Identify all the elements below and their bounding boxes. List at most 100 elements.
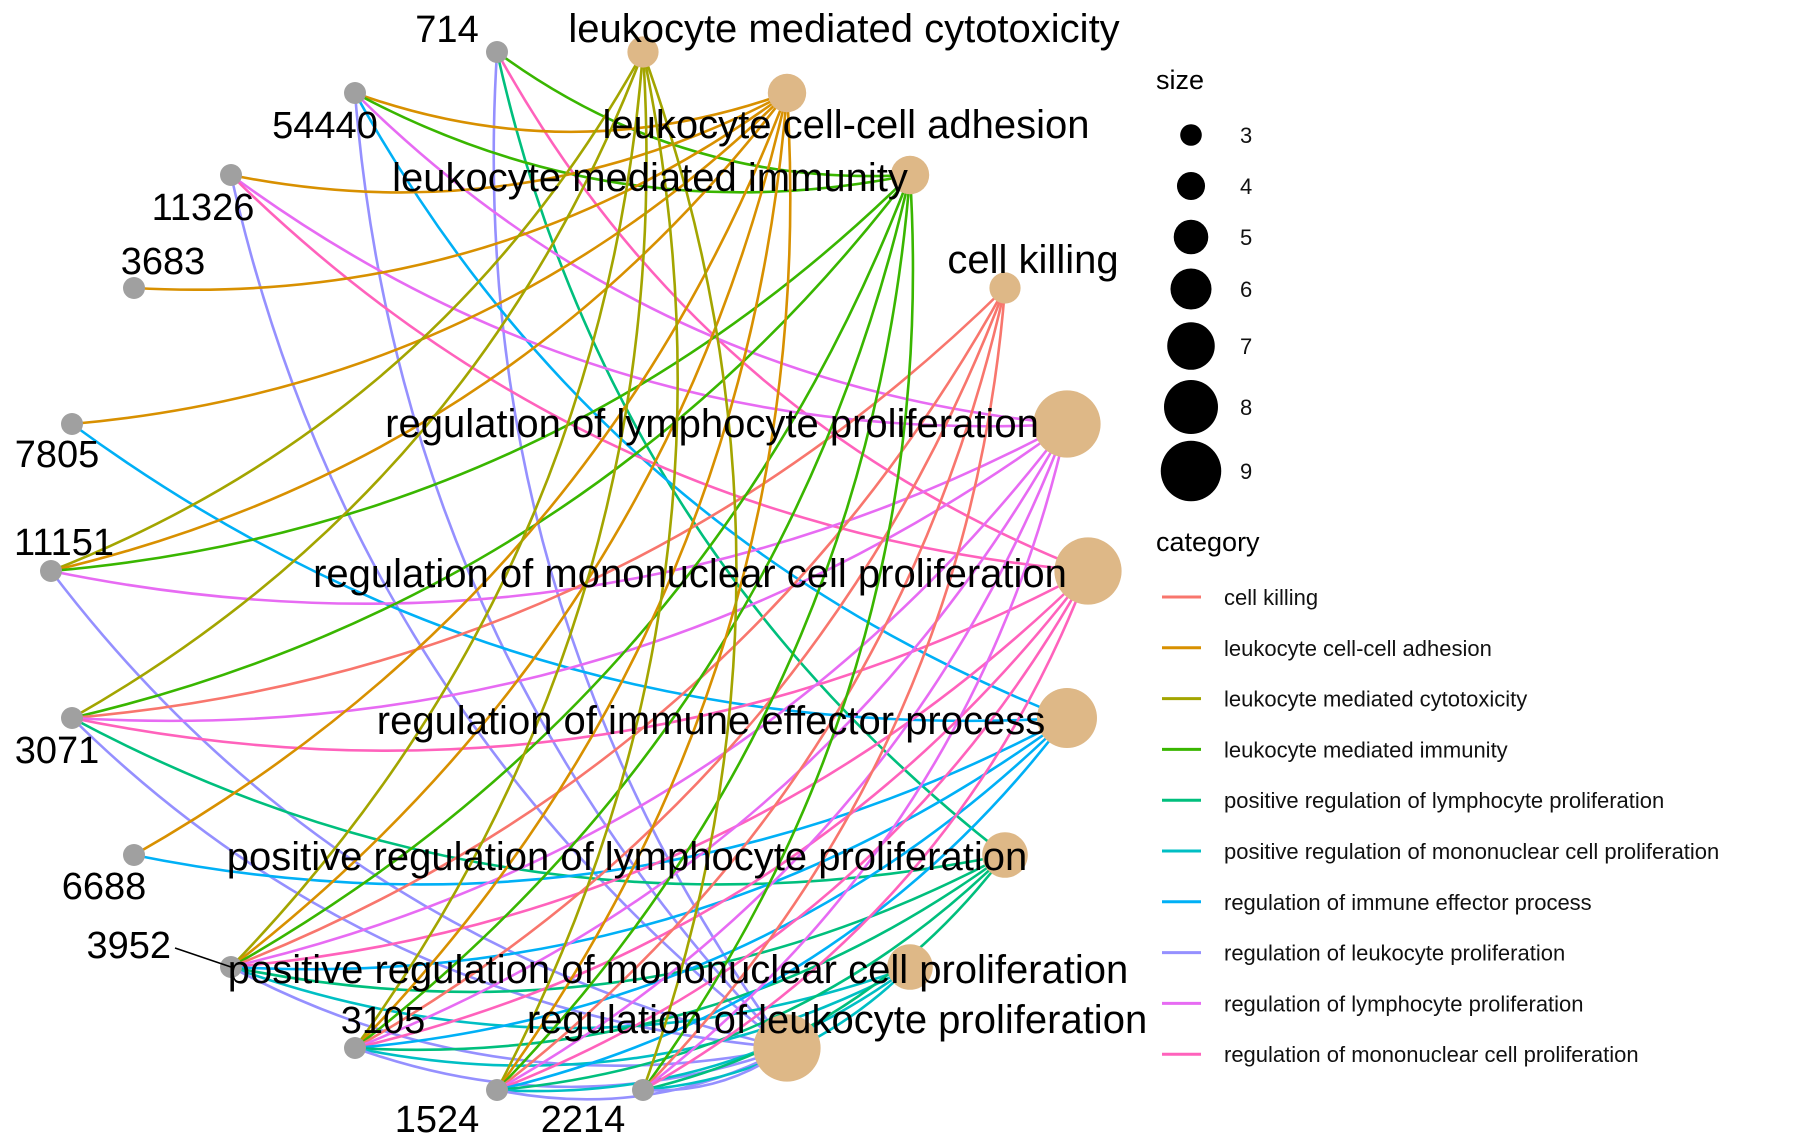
edge-2214-cell-killing (641, 286, 1007, 1092)
term-label-positive-regulation-of-mononuclear-cell-proliferation: positive regulation of mononuclear cell … (228, 948, 1129, 992)
edge-3683-leukocyte-cell-cell-adhesion (132, 91, 789, 291)
term-node-regulation-of-lymphocyte-proliferation (1033, 390, 1101, 458)
legend: size 3 4 5 6 7 8 9 category cell killing leukoc… (1156, 65, 1719, 1067)
edge-3952-regulation-of-mononuclear-cell-proliferation (229, 569, 1090, 969)
size-legend-dot-4 (1176, 171, 1206, 201)
edge-11151-leukocyte-mediated-immunity (49, 173, 912, 573)
category-legend-label-leukocyte-mediated-immunity: leukocyte mediated immunity (1224, 737, 1508, 762)
edge-3105-positive-regulation-of-mononuclear-cell-proliferation (353, 965, 912, 1067)
edge-2214-regulation-of-lymphocyte-proliferation (641, 422, 1069, 1092)
edge-3952-regulation-of-lymphocyte-proliferation (229, 422, 1069, 969)
edge-54440-regulation-of-leukocyte-proliferation (353, 91, 789, 1050)
size-legend-label-9: 9 (1240, 459, 1252, 484)
edge-2214-positive-regulation-of-lymphocyte-proliferation (641, 853, 1007, 1092)
gene-label-1524: 1524 (395, 1099, 480, 1141)
term-label-positive-regulation-of-lymphocyte-proliferation: positive regulation of lymphocyte prolif… (227, 835, 1027, 879)
gene-node-6688 (123, 844, 145, 866)
gene-node-714 (486, 41, 508, 63)
term-node-cell-killing (989, 272, 1021, 304)
edge-3105-regulation-of-immune-effector-process (353, 716, 1069, 1050)
size-legend-label-3: 3 (1240, 123, 1252, 148)
size-legend-dot-6 (1170, 268, 1212, 310)
edge-714-regulation-of-mononuclear-cell-proliferation (495, 50, 1090, 573)
size-legend-label-7: 7 (1240, 334, 1252, 359)
gene-node-1524 (486, 1079, 508, 1101)
size-legend-label-8: 8 (1240, 395, 1252, 420)
size-legend: 3 4 5 6 7 8 9 (1160, 123, 1252, 502)
edge-54440-leukocyte-cell-cell-adhesion (353, 91, 789, 134)
gene-node-11151 (40, 560, 62, 582)
term-node-regulation-of-mononuclear-cell-proliferation (1054, 537, 1122, 605)
edge-3952-regulation-of-immune-effector-process (229, 716, 1069, 971)
edge-1524-regulation-of-immune-effector-process (495, 716, 1069, 1092)
term-node-leukocyte-mediated-immunity (890, 155, 930, 195)
edge-6688-regulation-of-immune-effector-process (132, 716, 1069, 886)
edge-2214-leukocyte-mediated-cytotoxicity (641, 50, 738, 1092)
term-node-leukocyte-cell-cell-adhesion (767, 73, 807, 113)
term-label-leukocyte-mediated-immunity: leukocyte mediated immunity (392, 156, 908, 200)
category-legend-label-leukocyte-cell-cell-adhesion: leukocyte cell-cell adhesion (1224, 636, 1492, 661)
label-layer: leukocyte mediated cytotoxicity leukocyte… (14, 7, 1147, 1141)
size-legend-label-4: 4 (1240, 174, 1252, 199)
edge-1524-positive-regulation-of-mononuclear-cell-proliferation (495, 965, 912, 1093)
gene-label-3071: 3071 (15, 730, 100, 772)
gene-label-11326: 11326 (152, 187, 255, 229)
edge-1524-leukocyte-mediated-immunity (495, 173, 912, 1092)
category-legend-title: category (1156, 527, 1260, 557)
node-layer (40, 36, 1122, 1101)
edge-2214-leukocyte-mediated-immunity (641, 173, 915, 1092)
gene-label-7805: 7805 (15, 434, 100, 476)
edge-714-positive-regulation-of-lymphocyte-proliferation (495, 50, 1007, 857)
category-legend-label-positive-regulation-of-mononuclear-cell-proliferation: positive regulation of mononuclear cell … (1224, 839, 1719, 864)
gene-3952-leader-line (174, 947, 232, 968)
size-legend-dot-8 (1164, 380, 1218, 434)
edge-3952-leukocyte-mediated-immunity (229, 173, 912, 969)
edge-3071-regulation-of-lymphocyte-proliferation (70, 422, 1069, 723)
gene-node-7805 (61, 413, 83, 435)
edge-54440-leukocyte-mediated-immunity (353, 91, 912, 194)
size-legend-dot-7 (1167, 322, 1215, 370)
edge-1524-regulation-of-mononuclear-cell-proliferation (495, 569, 1090, 1092)
edge-54440-regulation-of-immune-effector-process (353, 91, 1069, 720)
gene-node-11326 (220, 164, 242, 186)
edge-3105-regulation-of-leukocyte-proliferation (353, 1046, 789, 1089)
category-legend-label-positive-regulation-of-lymphocyte-proliferation: positive regulation of lymphocyte prolif… (1224, 788, 1664, 813)
gene-label-11151: 11151 (14, 522, 114, 564)
edge-2214-regulation-of-mononuclear-cell-proliferation (641, 569, 1090, 1092)
term-label-cell-killing: cell killing (947, 238, 1118, 282)
term-node-positive-regulation-of-lymphocyte-proliferation (982, 832, 1028, 878)
edge-3105-regulation-of-mononuclear-cell-proliferation (353, 569, 1090, 1050)
edge-11326-regulation-of-lymphocyte-proliferation (229, 173, 1069, 428)
gene-label-3683: 3683 (121, 241, 206, 283)
category-legend-label-regulation-of-immune-effector-process: regulation of immune effector process (1224, 890, 1592, 915)
edge-1524-cell-killing (495, 286, 1007, 1092)
edge-3952-regulation-of-leukocyte-proliferation (229, 965, 789, 1067)
edge-7805-leukocyte-cell-cell-adhesion (70, 91, 789, 426)
size-legend-title: size (1156, 65, 1204, 95)
edge-3105-cell-killing (353, 286, 1007, 1050)
size-legend-label-6: 6 (1240, 277, 1252, 302)
term-node-leukocyte-mediated-cytotoxicity (627, 36, 659, 68)
gene-label-714: 714 (415, 9, 478, 51)
edge-1524-regulation-of-lymphocyte-proliferation (495, 422, 1069, 1092)
category-legend-label-regulation-of-leukocyte-proliferation: regulation of leukocyte proliferation (1224, 941, 1565, 966)
edge-3105-leukocyte-cell-cell-adhesion (353, 91, 789, 1050)
term-node-regulation-of-leukocyte-proliferation (753, 1014, 821, 1082)
term-label-regulation-of-immune-effector-process: regulation of immune effector process (377, 699, 1046, 743)
gene-node-3105 (344, 1037, 366, 1059)
term-label-regulation-of-leukocyte-proliferation: regulation of leukocyte proliferation (527, 998, 1147, 1042)
edge-3105-leukocyte-mediated-immunity (353, 173, 912, 1050)
gene-node-3071 (61, 707, 83, 729)
gene-label-3105: 3105 (341, 1000, 426, 1042)
edge-3952-positive-regulation-of-lymphocyte-proliferation (229, 853, 1007, 994)
term-label-regulation-of-lymphocyte-proliferation: regulation of lymphocyte proliferation (385, 402, 1039, 446)
gene-label-6688: 6688 (62, 866, 147, 908)
term-label-leukocyte-mediated-cytotoxicity: leukocyte mediated cytotoxicity (568, 7, 1119, 51)
gene-node-3683 (123, 277, 145, 299)
edge-11151-leukocyte-mediated-cytotoxicity (49, 50, 645, 573)
category-legend-label-regulation-of-lymphocyte-proliferation: regulation of lymphocyte proliferation (1224, 991, 1584, 1016)
edge-6688-leukocyte-cell-cell-adhesion (132, 91, 789, 857)
edge-3105-leukocyte-mediated-cytotoxicity (353, 50, 648, 1050)
category-legend-label-leukocyte-mediated-cytotoxicity: leukocyte mediated cytotoxicity (1224, 687, 1527, 712)
